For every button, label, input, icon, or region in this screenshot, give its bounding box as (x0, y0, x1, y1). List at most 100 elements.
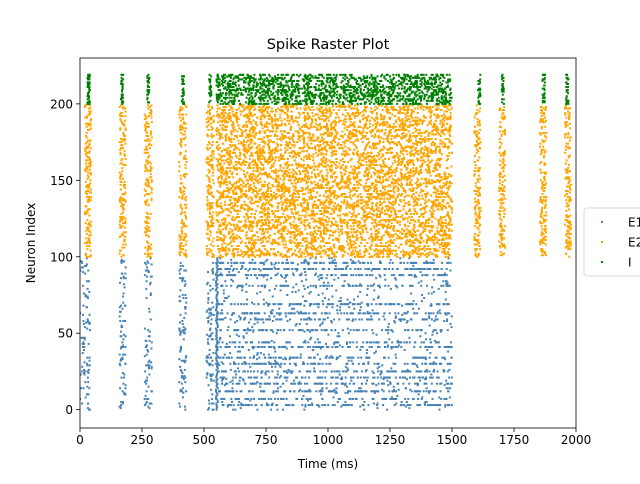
spike-point (352, 356, 355, 359)
spike-point (321, 345, 324, 348)
spike-point (207, 321, 210, 324)
spike-point (278, 303, 281, 306)
spike-point (210, 323, 213, 326)
spike-point (118, 362, 121, 365)
spike-point (144, 261, 147, 264)
spike-point (358, 274, 361, 277)
spike-point (306, 382, 309, 385)
spike-point (216, 393, 219, 396)
spike-point (260, 376, 263, 379)
spike-point (225, 382, 228, 385)
spike-point (347, 345, 350, 348)
spike-point (370, 345, 373, 348)
spike-point (367, 362, 370, 365)
spike-point (344, 365, 347, 368)
spike-point (147, 307, 150, 310)
spike-point (388, 338, 391, 341)
spike-point (366, 312, 369, 315)
spike-point (294, 267, 297, 270)
spike-point (119, 359, 122, 362)
spike-point (261, 274, 264, 277)
spike-point (247, 329, 250, 332)
spike-point (421, 362, 424, 365)
spike-point (408, 303, 411, 306)
spike-point (267, 267, 270, 270)
spike-point (446, 387, 449, 390)
spike-point (228, 404, 231, 407)
spike-point (382, 404, 384, 407)
spike-point (121, 358, 124, 361)
spike-point (371, 309, 374, 312)
spike-point (248, 284, 251, 287)
spike-point (150, 361, 153, 364)
spike-point (285, 280, 288, 283)
spike-point (233, 303, 236, 306)
spike-point (447, 390, 450, 393)
spike-point (401, 313, 404, 316)
spike-point (361, 382, 364, 385)
spike-point (382, 382, 385, 385)
spike-point (119, 277, 122, 280)
spike-point (288, 304, 291, 307)
spike-point (215, 379, 218, 382)
spike-point (247, 376, 250, 379)
spike-point (383, 267, 386, 270)
spike-point (328, 356, 331, 359)
spike-point (273, 266, 276, 269)
spike-point (87, 393, 90, 396)
spike-point (240, 356, 243, 359)
spike-point (145, 297, 148, 300)
spike-point (240, 404, 243, 407)
spike-point (350, 376, 353, 379)
spike-point (216, 264, 219, 267)
spike-point (305, 390, 308, 393)
spike-point (219, 257, 222, 260)
spike-point (415, 303, 418, 306)
spike-point (309, 356, 312, 359)
spike-point (293, 390, 296, 393)
spike-point (82, 319, 85, 322)
spike-point (287, 267, 290, 270)
spike-point (211, 393, 214, 396)
spike-point (224, 316, 227, 319)
spike-point (257, 267, 260, 270)
spike-point (88, 321, 91, 324)
spike-point (229, 352, 232, 355)
spike-point (329, 390, 332, 393)
spike-point (437, 341, 440, 344)
spike-point (394, 362, 397, 365)
spike-point (280, 356, 283, 359)
spike-point (217, 356, 220, 359)
spike-point (317, 293, 320, 296)
spike-point (262, 275, 265, 278)
spike-point (436, 370, 439, 373)
spike-point (258, 312, 261, 315)
spike-point (419, 390, 422, 393)
spike-point (265, 329, 268, 332)
spike-point (303, 304, 306, 307)
spike-point (413, 362, 416, 365)
spike-point (225, 356, 228, 359)
spike-point (265, 382, 268, 385)
spike-point (426, 261, 429, 264)
spike-point (318, 341, 321, 344)
spike-point (241, 362, 244, 365)
spike-point (299, 353, 302, 356)
spike-point (207, 292, 210, 295)
spike-point (379, 373, 382, 376)
spike-point (414, 382, 417, 385)
spike-point (339, 306, 342, 309)
spike-point (372, 376, 375, 379)
spike-point (124, 272, 127, 275)
spike-point (287, 312, 290, 315)
spike-point (280, 274, 283, 277)
spike-point (315, 382, 318, 385)
spike-point (442, 284, 445, 287)
spike-point (244, 267, 247, 270)
spike-point (310, 303, 313, 306)
spike-point (357, 312, 360, 315)
spike-point (323, 329, 326, 332)
spike-point (316, 404, 319, 407)
spike-point (207, 384, 210, 387)
